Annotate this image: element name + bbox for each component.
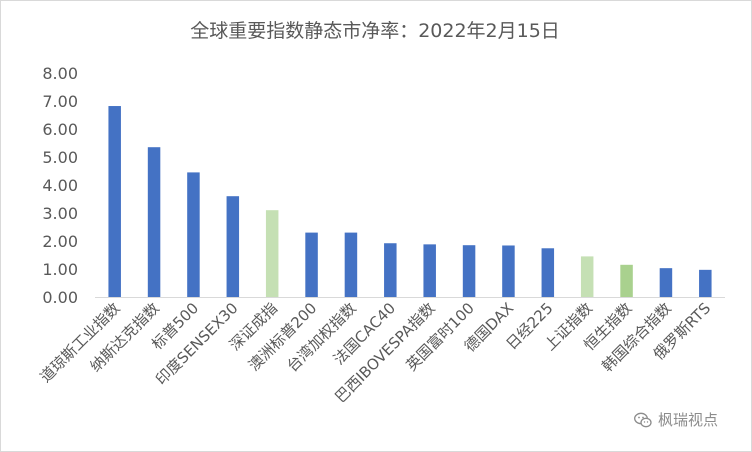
- y-tick-label: 8.00: [42, 64, 78, 83]
- y-tick-label: 2.00: [42, 232, 78, 251]
- y-tick-label: 5.00: [42, 148, 78, 167]
- bar: [659, 268, 673, 297]
- wechat-icon: [634, 412, 652, 427]
- y-tick-label: 7.00: [42, 92, 78, 111]
- bar: [423, 244, 436, 297]
- bar: [147, 147, 161, 297]
- bar: [502, 245, 515, 297]
- bars: [108, 106, 712, 297]
- y-tick-label: 0.00: [42, 288, 78, 307]
- bar: [384, 243, 397, 297]
- y-tick-label: 1.00: [42, 260, 78, 279]
- bar: [580, 256, 594, 297]
- bar: [305, 232, 318, 297]
- bar: [462, 245, 476, 297]
- y-axis: 0.00 1.00 2.00 3.00 4.00 5.00 6.00 7.00 8.00: [42, 64, 78, 307]
- bar: [265, 210, 279, 297]
- y-tick-label: 4.00: [42, 176, 78, 195]
- bar: [620, 264, 633, 297]
- bar: [108, 106, 121, 297]
- watermark: 枫瑞视点: [634, 409, 718, 430]
- x-axis-labels: 道琼斯工业指数纳斯达克指数标普500印度SENSEX30深证成指澳洲标普200台…: [37, 299, 715, 406]
- watermark-text: 枫瑞视点: [657, 411, 718, 429]
- y-tick-label: 6.00: [42, 120, 78, 139]
- bar: [541, 248, 555, 297]
- y-tick-label: 3.00: [42, 204, 78, 223]
- bar: [699, 269, 712, 297]
- bar: [344, 232, 358, 297]
- bar: [187, 172, 200, 297]
- bar: [226, 196, 240, 297]
- chart-title: 全球重要指数静态市净率：2022年2月15日: [190, 20, 560, 42]
